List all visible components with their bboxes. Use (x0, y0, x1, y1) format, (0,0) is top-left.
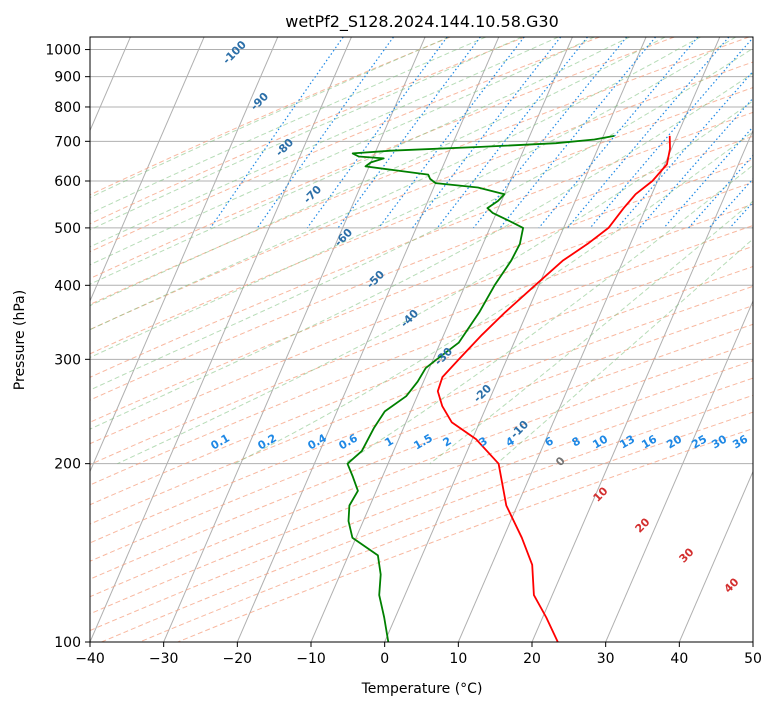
plot-area: -100-90-80-70-60-50-40-30-20-100.1 0.2 0.4… (90, 37, 753, 642)
moist-adiabat (90, 37, 486, 215)
y-tick-label: 200 (54, 457, 81, 473)
x-axis: −40 −30 −20 −10 0 10 20 30 40 50 (75, 642, 762, 667)
dry-adiabat (90, 87, 753, 355)
y-tick-label: 700 (54, 134, 81, 150)
dry-adiabat (90, 37, 451, 196)
moist-adiabat (90, 37, 630, 285)
mixing-ratio-line (412, 37, 562, 229)
moist-adiabat (90, 37, 666, 307)
isotherm-10 (457, 37, 721, 642)
moist-adiabat (90, 37, 737, 359)
dry-adiabat (90, 360, 753, 615)
isotherm-40 (678, 470, 753, 642)
mixing-ratio-line (306, 37, 448, 229)
x-axis-label: Temperature (°C) (361, 681, 483, 697)
isotherm--40 (90, 37, 352, 642)
dry-adiabat (101, 394, 753, 642)
moist-adiabat (90, 72, 753, 430)
dry-adiabat (90, 265, 753, 525)
mixing-ratio-line (499, 37, 657, 229)
isotherm--20 (236, 37, 500, 642)
mixing-ratio-line (639, 97, 753, 229)
x-tick-label: 20 (523, 651, 541, 667)
y-tick-label: 100 (54, 635, 81, 651)
moist-adiabat (117, 100, 753, 465)
mixing-ratio-line (436, 37, 588, 229)
mixing-ratio-line (378, 37, 525, 229)
mixing-ratio-lines (210, 37, 753, 229)
mixing-ratio-line (708, 178, 753, 229)
isotherm--30 (163, 37, 426, 642)
sounding-series (346, 135, 671, 642)
moist-adiabat (90, 47, 753, 391)
isotherm-30 (605, 299, 753, 642)
y-axis: 1000 900 800 700 600 500 400 300 200 100 (45, 43, 90, 651)
x-tick-label: 10 (449, 651, 467, 667)
dry-adiabat (90, 224, 753, 486)
moist-adiabat (90, 37, 450, 199)
sounding-series-line-1 (436, 135, 671, 642)
y-axis-label: Pressure (hPa) (12, 290, 28, 390)
isotherm--50 (90, 37, 279, 473)
x-tick-label: 0 (380, 651, 389, 667)
x-tick-label: −10 (296, 651, 326, 667)
isobar-grid (90, 49, 753, 642)
chart-title: wetPf2_S128.2024.144.10.58.G30 (285, 12, 559, 32)
plot-frame (89, 36, 754, 643)
y-tick-label: 400 (54, 278, 81, 294)
x-tick-label: 30 (597, 651, 615, 667)
mixing-ratio-line (473, 37, 628, 229)
y-tick-label: 500 (54, 221, 81, 237)
moist-adiabat (90, 37, 701, 331)
x-tick-label: −20 (223, 651, 253, 667)
dry-adiabat (90, 181, 753, 445)
y-tick-label: 1000 (45, 43, 81, 59)
moist-adiabat (90, 37, 595, 266)
x-tick-label: 50 (744, 651, 762, 667)
mixing-ratio-line (210, 37, 344, 229)
moist-adiabat (90, 37, 559, 248)
dry-adiabat (90, 135, 753, 401)
y-tick-label: 900 (54, 70, 81, 86)
moist-adiabat (90, 37, 523, 231)
mixing-ratio-line (567, 37, 730, 229)
sounding-series-line-2 (346, 135, 615, 642)
mixing-ratio-line (663, 126, 753, 229)
x-tick-label: 40 (670, 651, 688, 667)
y-tick-label: 300 (54, 352, 81, 368)
y-tick-label: 800 (54, 100, 81, 116)
x-tick-label: −30 (149, 651, 179, 667)
dry-adiabat (90, 285, 753, 544)
dry-adiabat (90, 377, 753, 632)
dry-adiabat (90, 111, 753, 378)
mixing-ratio-line (538, 37, 699, 229)
dry-adiabat (90, 305, 753, 562)
y-tick-label: 600 (54, 174, 81, 190)
x-tick-label: −40 (75, 651, 105, 667)
moist-adiabat (496, 238, 753, 465)
dry-adiabats (90, 37, 753, 642)
isotherm--60 (90, 37, 205, 303)
